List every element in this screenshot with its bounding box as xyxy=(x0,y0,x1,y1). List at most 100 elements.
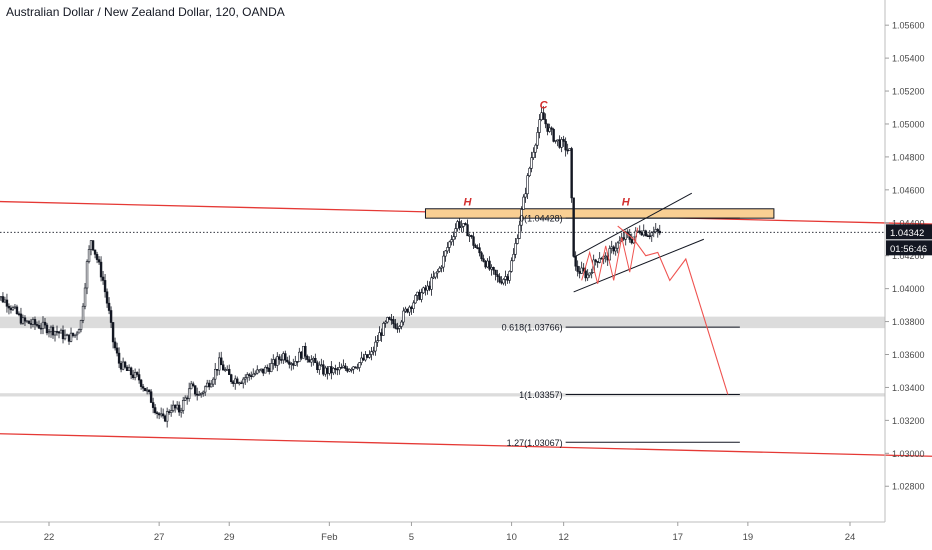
candle-body xyxy=(119,362,123,370)
candle-body xyxy=(334,368,337,370)
candle-body xyxy=(153,407,157,413)
candle-body xyxy=(43,321,47,326)
candle-body xyxy=(240,382,243,385)
candle-body xyxy=(93,249,97,255)
candle-body xyxy=(518,224,521,239)
candle-body xyxy=(566,149,569,152)
candle-body xyxy=(484,261,487,268)
candle-body xyxy=(75,332,79,336)
candle-body xyxy=(594,259,597,262)
y-tick-label: 1.04600 xyxy=(892,185,925,195)
candle-body xyxy=(486,260,489,268)
candle-body xyxy=(598,257,601,263)
candle-body xyxy=(272,359,275,364)
candle-body xyxy=(644,230,647,237)
candle-body xyxy=(374,341,377,352)
candle-body xyxy=(428,285,431,290)
candle-body xyxy=(376,340,379,343)
candle-body xyxy=(338,367,341,371)
candle-body xyxy=(232,381,235,384)
candle-body xyxy=(167,411,171,414)
channel-line-1 xyxy=(573,238,705,293)
candle-body xyxy=(145,389,149,392)
candle-body xyxy=(502,279,505,284)
y-tick-label: 1.04200 xyxy=(892,251,925,261)
candle-body xyxy=(392,319,395,325)
candle-body xyxy=(208,382,211,388)
fib-level-label-0: 0(1.04428) xyxy=(519,214,563,224)
candle-body xyxy=(426,285,429,291)
x-tick-label: 22 xyxy=(44,532,55,543)
candle-body xyxy=(266,367,269,369)
candle-body xyxy=(638,230,641,233)
candle-body xyxy=(25,320,29,323)
candle-body xyxy=(462,223,465,227)
bar-countdown: 01:56:46 xyxy=(890,244,927,255)
candle-body xyxy=(596,261,599,263)
candle-body xyxy=(330,366,333,374)
candle-body xyxy=(466,224,469,237)
candle-body xyxy=(612,246,615,252)
candle-body xyxy=(354,366,357,369)
candle-body xyxy=(312,358,315,361)
candle-body xyxy=(408,306,411,313)
candle-body xyxy=(616,242,619,249)
candle-body xyxy=(179,410,183,413)
fib-level-label-2: 1(1.03357) xyxy=(519,390,563,400)
fib-level-label-1: 0.618(1.03766) xyxy=(502,323,563,333)
candle-body xyxy=(646,235,649,238)
candle-body xyxy=(195,393,199,396)
candle-body xyxy=(282,353,285,361)
candle-body xyxy=(510,260,513,272)
candle-body xyxy=(640,232,643,236)
candle-body xyxy=(310,359,313,363)
candle-body xyxy=(181,400,185,411)
candle-body xyxy=(494,269,497,275)
candle-body xyxy=(280,359,283,361)
candle-body xyxy=(300,351,303,359)
y-tick-label: 1.03000 xyxy=(892,449,925,459)
candle-body xyxy=(109,310,113,323)
candle-body xyxy=(230,374,233,383)
candle-body xyxy=(650,232,653,237)
x-tick-label: 29 xyxy=(224,532,235,543)
candle-body xyxy=(129,367,133,376)
candle-body xyxy=(1,296,5,303)
x-tick-label: 5 xyxy=(409,532,414,543)
candle-body xyxy=(440,266,443,269)
candle-body xyxy=(356,367,359,369)
candle-body xyxy=(610,246,613,249)
support-zone-1 xyxy=(0,393,885,397)
candle-body xyxy=(5,299,9,307)
candle-body xyxy=(254,372,257,375)
support-zone-0 xyxy=(0,316,885,329)
x-tick-label: 10 xyxy=(506,532,517,543)
candle-body xyxy=(113,341,117,349)
candle-body xyxy=(85,261,89,289)
candle-body xyxy=(346,368,349,372)
candle-body xyxy=(480,252,483,260)
candle-body xyxy=(500,281,503,284)
candle-body xyxy=(41,321,45,329)
candle-body xyxy=(226,368,229,371)
x-tick-label: Feb xyxy=(321,532,337,543)
candle-body xyxy=(516,238,519,244)
current-price-value: 1.04342 xyxy=(890,228,924,239)
candle-body xyxy=(372,350,375,353)
candle-body xyxy=(456,221,459,229)
candle-body xyxy=(147,389,151,393)
candle-body xyxy=(420,292,423,300)
candle-body xyxy=(648,235,651,238)
pattern-label-0: H xyxy=(464,197,473,209)
candle-body xyxy=(418,291,421,300)
candle-body xyxy=(218,357,221,371)
candle-body xyxy=(222,364,225,371)
candle-body xyxy=(197,394,201,396)
candle-body xyxy=(216,368,219,371)
candle-body xyxy=(524,193,527,198)
candle-body xyxy=(101,276,105,281)
candle-body xyxy=(490,267,493,270)
candle-body xyxy=(212,378,215,385)
